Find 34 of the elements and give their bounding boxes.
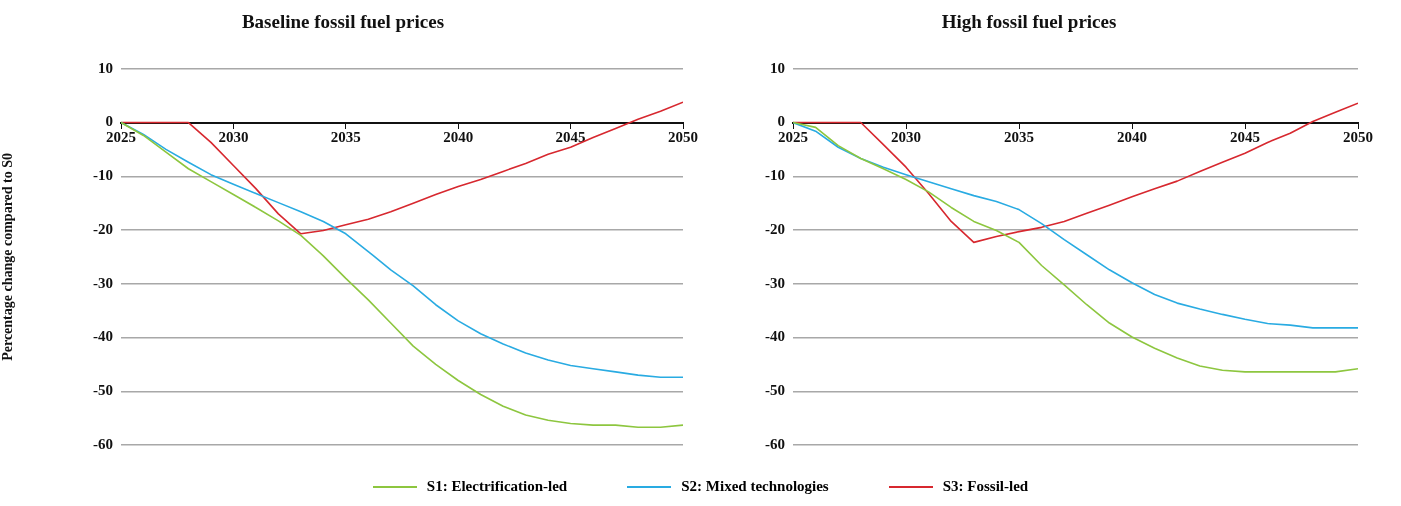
- y-axis-title: Percentage change compared to S0: [0, 152, 16, 361]
- x-tick-label: 2030: [218, 129, 249, 146]
- y-tick-label: -20: [93, 220, 113, 237]
- y-tick-label: 0: [105, 113, 113, 130]
- y-tick-label: -30: [765, 274, 785, 291]
- y-tick-label: 10: [770, 59, 785, 76]
- y-tick-label: -40: [93, 328, 113, 345]
- y-tick-label: -30: [93, 274, 113, 291]
- x-tick-label: 2035: [1004, 129, 1034, 146]
- x-tick-label: 2045: [555, 129, 586, 146]
- x-tick-label: 2045: [1230, 129, 1260, 146]
- y-tick-label: -10: [93, 167, 113, 184]
- y-tick-label: 0: [777, 113, 785, 130]
- x-tick-label: 2025: [106, 129, 136, 146]
- y-tick-label: -40: [765, 328, 785, 345]
- x-tick-label: 2040: [443, 129, 474, 146]
- y-tick-label: -50: [765, 382, 785, 399]
- x-tick-label: 2040: [1117, 129, 1147, 146]
- x-tick-label: 2050: [1343, 129, 1373, 146]
- x-tick-label: 2025: [778, 129, 808, 146]
- x-tick-label: 2050: [668, 129, 698, 146]
- y-tick-label: -50: [93, 382, 113, 399]
- y-tick-label: -60: [93, 435, 113, 452]
- y-tick-label: -10: [765, 167, 785, 184]
- legend-label: S1: Electrification-led: [426, 478, 568, 495]
- y-tick-label: 10: [98, 59, 113, 76]
- legend-label: S2: Mixed technologies: [681, 478, 829, 495]
- x-tick-label: 2035: [330, 129, 361, 146]
- y-tick-label: -60: [765, 435, 785, 452]
- chart-title: High fossil fuel prices: [941, 11, 1117, 33]
- chart-title: Baseline fossil fuel prices: [241, 11, 445, 33]
- x-tick-label: 2030: [891, 129, 921, 146]
- y-tick-label: -20: [765, 220, 785, 237]
- legend-label: S3: Fossil-led: [942, 478, 1029, 495]
